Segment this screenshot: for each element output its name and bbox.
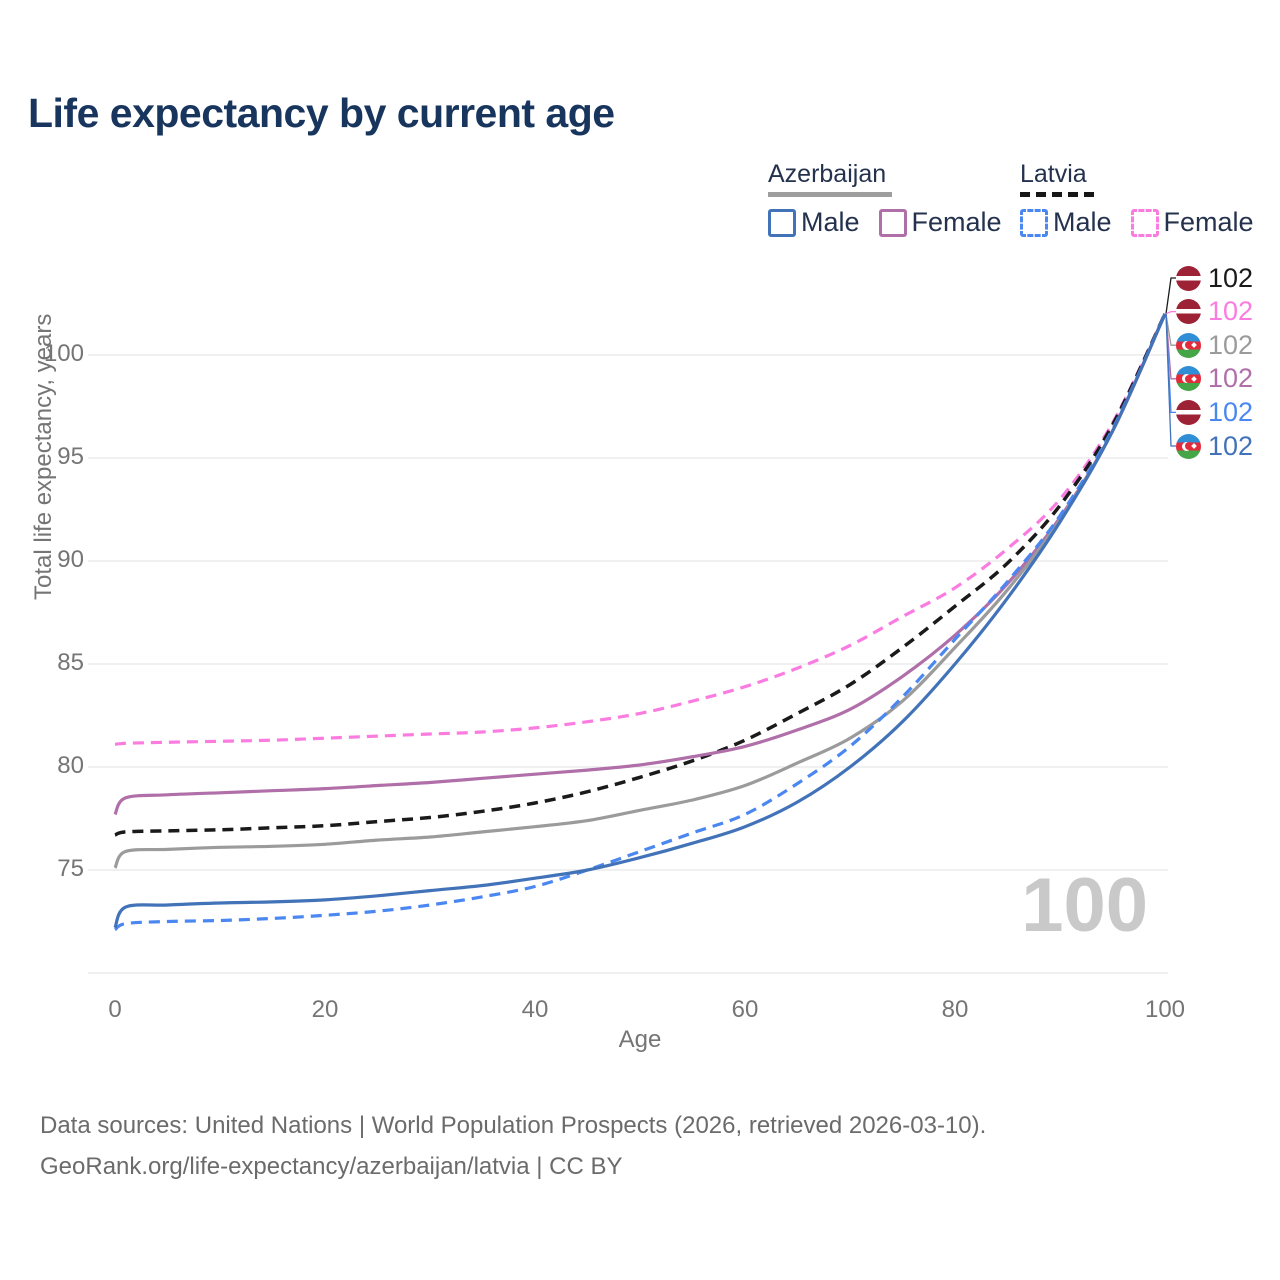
latvia-flag-icon [1176,399,1201,425]
y-tick-label-85: 85 [57,649,84,676]
latvia-dashed-line-sample [1020,192,1094,197]
azerbaijan-flag-icon [1176,332,1201,358]
star-icon [1191,375,1197,382]
end-label-value: 102 [1208,430,1254,461]
crescent-icon [1182,374,1193,384]
y-tick-label-95: 95 [57,443,84,470]
legend-label-latvia-male[interactable]: Male [1053,207,1112,237]
crescent-icon [1182,441,1193,451]
end-label-latvia-female: 102 [1176,297,1253,327]
legend-country-latvia[interactable]: Latvia [1020,160,1087,188]
x-tick-label-20: 20 [311,996,339,1023]
end-label-latvia-male: 102 [1176,397,1253,427]
y-tick-label-80: 80 [57,752,84,779]
series-line-latvia-female[interactable] [114,313,1167,746]
end-label-value: 102 [1208,262,1254,293]
license-line: GeoRank.org/life-expectancy/azerbaijan/l… [40,1152,623,1180]
x-tick-label-60: 60 [731,996,759,1023]
series-line-azerbaijan-male[interactable] [113,313,1167,929]
y-tick-label-90: 90 [57,546,84,573]
azerbaijan-solid-line-sample [768,192,892,197]
end-label-connector [1165,277,1176,314]
end-label-value: 102 [1208,329,1254,360]
series-line-latvia-male[interactable] [113,313,1167,932]
series-line-latvia-both[interactable] [114,313,1167,837]
series-line-azerbaijan-both[interactable] [113,313,1167,869]
latvia-flag-icon [1176,299,1201,325]
x-tick-label-80: 80 [941,996,969,1023]
end-label-latvia-both: 102 [1176,263,1253,293]
chart-title: Life expectancy by current age [28,90,615,136]
y-tick-label-100: 100 [43,340,84,367]
legend-checkbox-azerbaijan-male[interactable] [768,208,796,237]
legend-checkbox-azerbaijan-female[interactable] [878,208,907,237]
data-source-line: Data sources: United Nations | World Pop… [40,1112,987,1139]
end-label-connector [1165,310,1176,315]
series-line-azerbaijan-female[interactable] [113,313,1167,816]
end-label-connector [1165,313,1176,447]
age-counter-watermark: 100 [1021,863,1148,948]
legend-checkbox-latvia-female[interactable] [1130,208,1159,237]
x-tick-label-0: 0 [108,996,122,1023]
latvia-flag-icon [1176,265,1201,291]
x-axis-title: Age [618,1026,662,1053]
y-tick-label-75: 75 [57,855,84,882]
source-attribution: Data sources: United Nations | World Pop… [40,1106,986,1188]
end-label-azerbaijan-female: 102 [1176,364,1253,394]
x-tick-label-40: 40 [521,996,549,1023]
end-label-value: 102 [1208,296,1254,327]
crescent-icon [1182,340,1193,350]
end-label-azerbaijan-male: 102 [1176,431,1253,461]
end-label-value: 102 [1208,363,1254,394]
legend-country-azerbaijan[interactable]: Azerbaijan [768,160,887,188]
end-label-azerbaijan-both: 102 [1176,330,1253,360]
azerbaijan-flag-icon [1176,433,1201,459]
legend-label-latvia-female[interactable]: Female [1163,207,1254,237]
legend-group-azerbaijan: Azerbaijan Male Female [768,160,1002,238]
end-label-connector [1165,313,1176,346]
azerbaijan-flag-icon [1176,366,1201,392]
end-label-value: 102 [1208,396,1254,427]
legend-label-azerbaijan-female[interactable]: Female [911,207,1002,237]
legend-checkbox-latvia-male[interactable] [1020,208,1048,237]
legend-group-latvia: Latvia Male Female [1020,160,1254,238]
x-tick-label-100: 100 [1144,996,1186,1023]
legend-label-azerbaijan-male[interactable]: Male [801,207,860,237]
